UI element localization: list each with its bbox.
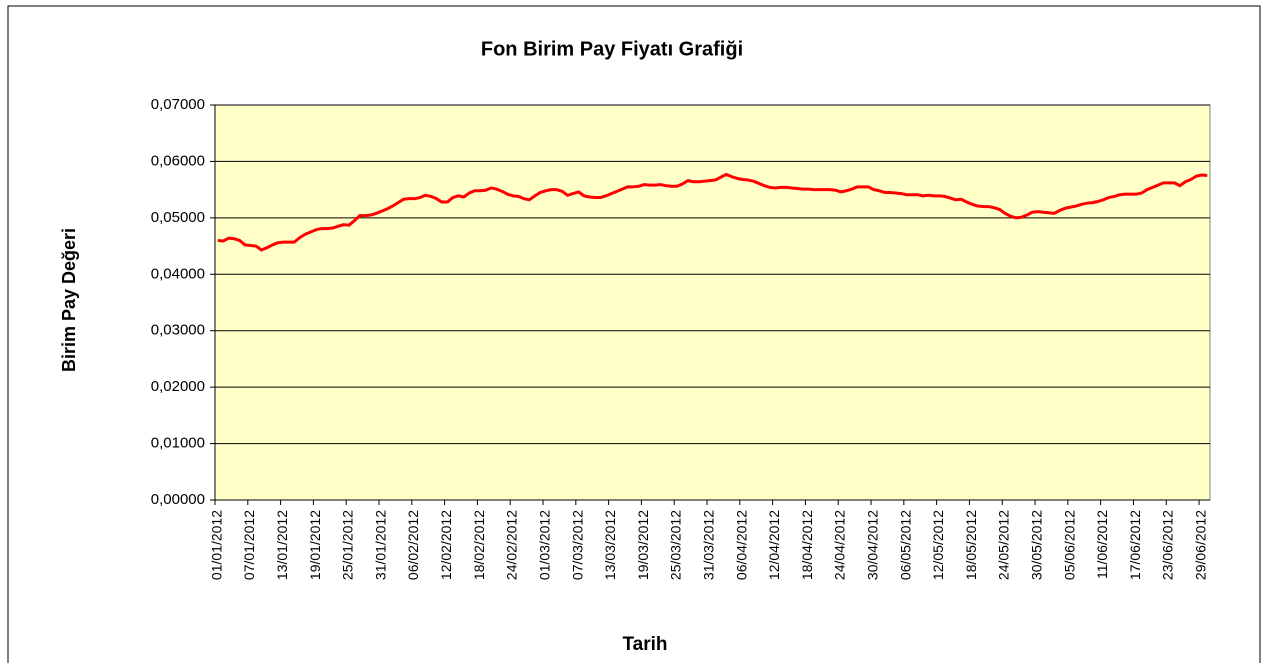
x-tick-label: 24/05/2012 [996, 510, 1012, 580]
x-tick-label: 30/05/2012 [1028, 510, 1044, 580]
x-axis-label: Tarih [622, 634, 667, 655]
x-tick-label: 31/03/2012 [700, 510, 716, 580]
x-tick-label: 11/06/2012 [1094, 510, 1110, 579]
x-tick-label: 13/03/2012 [602, 510, 618, 580]
line-series [217, 172, 1208, 252]
x-tick-label: 24/04/2012 [832, 510, 848, 580]
x-tick-label: 05/06/2012 [1061, 510, 1077, 580]
x-tick-label: 06/02/2012 [405, 510, 421, 580]
x-tick-label: 24/02/2012 [504, 510, 520, 580]
x-tick-label: 17/06/2012 [1127, 510, 1143, 580]
y-tick-label: 0,07000 [151, 96, 205, 113]
x-tick-label: 06/05/2012 [897, 510, 913, 580]
plot-area [214, 104, 1211, 501]
x-tick-label: 01/03/2012 [536, 510, 552, 580]
x-tick-label: 31/01/2012 [372, 510, 388, 580]
y-tick-label: 0,05000 [151, 209, 205, 226]
y-axis-label: Birim Pay Değeri [59, 228, 79, 372]
x-tick-label: 18/05/2012 [963, 510, 979, 580]
x-tick-label: 12/04/2012 [766, 510, 782, 580]
x-tick-label: 12/05/2012 [930, 510, 946, 580]
y-tick-label: 0,02000 [151, 378, 205, 395]
x-tick-label: 29/06/2012 [1193, 510, 1209, 580]
x-tick-label: 18/02/2012 [471, 510, 487, 580]
y-tick-label: 0,06000 [151, 152, 205, 169]
x-tick-label: 25/01/2012 [340, 510, 356, 580]
y-tick-label: 0,04000 [151, 265, 205, 282]
x-tick-label: 01/01/2012 [208, 510, 224, 580]
x-tick-label: 25/03/2012 [668, 510, 684, 580]
x-tick-label: 19/01/2012 [307, 510, 323, 580]
x-tick-label: 23/06/2012 [1160, 510, 1176, 580]
x-tick-label: 07/03/2012 [569, 510, 585, 580]
x-tick-label: 13/01/2012 [274, 510, 290, 580]
x-tick-label: 06/04/2012 [733, 510, 749, 580]
chart-title: Fon Birim Pay Fiyatı Grafiği [481, 38, 743, 60]
y-tick-label: 0,03000 [151, 322, 205, 339]
x-tick-label: 07/01/2012 [241, 510, 257, 580]
x-tick-label: 18/04/2012 [799, 510, 815, 580]
x-tick-label: 30/04/2012 [864, 510, 880, 580]
x-tick-label: 12/02/2012 [438, 510, 454, 580]
y-tick-label: 0,01000 [151, 435, 205, 452]
y-tick-label: 0,00000 [151, 491, 205, 508]
x-tick-label: 19/03/2012 [635, 510, 651, 580]
